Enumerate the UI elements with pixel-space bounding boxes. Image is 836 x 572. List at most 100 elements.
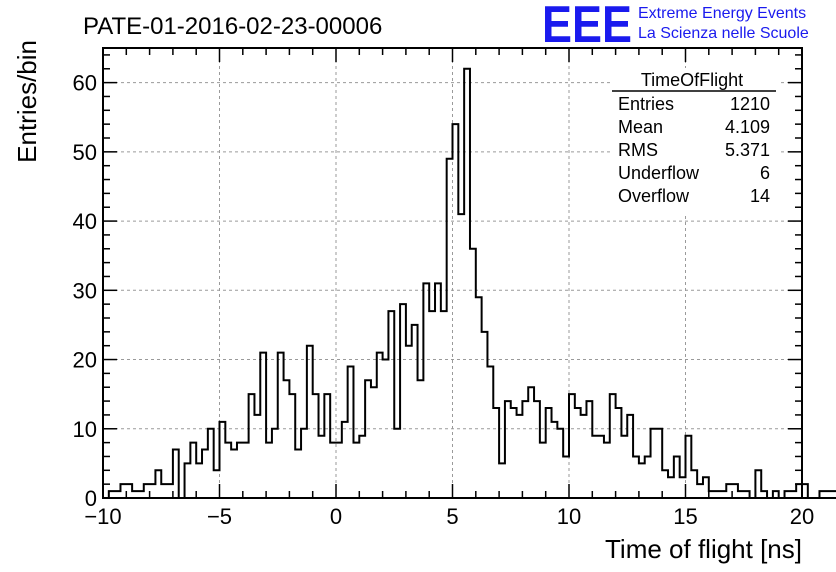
histogram-bin bbox=[825, 491, 831, 498]
histogram-bin bbox=[359, 436, 365, 498]
histogram-bin bbox=[254, 415, 260, 498]
histogram-bin bbox=[202, 450, 208, 498]
histogram-bin bbox=[755, 470, 761, 498]
x-tick-label: −10 bbox=[84, 504, 121, 529]
histogram-bin bbox=[720, 491, 726, 498]
x-tick-label: 20 bbox=[790, 504, 814, 529]
histogram-bin bbox=[604, 443, 610, 498]
histogram-bin bbox=[697, 484, 703, 498]
histogram-bin bbox=[231, 450, 237, 498]
histogram-bin bbox=[575, 408, 581, 498]
histogram-bin bbox=[144, 484, 150, 498]
histogram-bin bbox=[505, 401, 511, 498]
y-tick-label: 20 bbox=[73, 348, 97, 373]
histogram-bin bbox=[132, 491, 138, 498]
histogram-bin bbox=[540, 443, 546, 498]
histogram-bin bbox=[115, 491, 121, 498]
histogram-bin bbox=[208, 429, 214, 498]
histogram-bin bbox=[464, 69, 470, 498]
histogram-bin bbox=[482, 332, 488, 498]
histogram-bin bbox=[709, 491, 715, 498]
y-tick-label: 0 bbox=[85, 486, 97, 511]
histogram-bin bbox=[336, 443, 342, 498]
histogram-bin bbox=[761, 491, 767, 498]
stats-box-name: TimeOfFlight bbox=[641, 70, 743, 90]
stats-row-value: 1210 bbox=[730, 94, 770, 114]
histogram-bin bbox=[493, 408, 499, 498]
histogram-bin bbox=[220, 422, 226, 498]
histogram-bin bbox=[598, 436, 604, 498]
histogram-bin bbox=[581, 415, 587, 498]
y-tick-label: 40 bbox=[73, 209, 97, 234]
histogram-bin bbox=[785, 491, 791, 498]
histogram-bin bbox=[295, 450, 301, 498]
histogram-bin bbox=[126, 484, 132, 498]
axis-ticks bbox=[102, 48, 803, 499]
histogram-bin bbox=[563, 456, 569, 498]
histogram-bin bbox=[289, 394, 295, 498]
eee-logo-line1: Extreme Energy Events bbox=[638, 5, 806, 22]
histogram-bin bbox=[225, 443, 231, 498]
histogram-bin bbox=[418, 380, 424, 498]
histogram-bin bbox=[167, 484, 173, 498]
stats-rows: Entries 1210 Mean 4.109 RMS 5.371 Underflow 6 Ov… bbox=[618, 94, 770, 206]
stats-box-background bbox=[610, 68, 778, 214]
eee-logo: EEE Extreme Energy Events La Scienza nel… bbox=[542, 0, 809, 54]
histogram-bin bbox=[819, 491, 825, 498]
histogram-bin bbox=[645, 456, 651, 498]
histogram-bin bbox=[470, 249, 476, 498]
histogram-bin bbox=[744, 491, 750, 498]
histogram-bin bbox=[429, 311, 435, 498]
y-tick-label: 60 bbox=[73, 71, 97, 96]
histogram-bin bbox=[423, 283, 429, 498]
histogram-bin bbox=[394, 429, 400, 498]
histogram-bin bbox=[412, 325, 418, 498]
histogram-bin bbox=[715, 491, 721, 498]
x-axis-title: Time of flight [ns] bbox=[605, 534, 802, 564]
histogram-bin bbox=[301, 429, 307, 498]
histogram-bin bbox=[691, 470, 697, 498]
histogram-bin bbox=[651, 429, 657, 498]
histogram-bin bbox=[633, 456, 639, 498]
histogram-bin bbox=[120, 484, 126, 498]
eee-logo-line2: La Scienza nelle Scuole bbox=[638, 25, 809, 42]
histogram-bin bbox=[435, 283, 441, 498]
histogram-bin bbox=[400, 304, 406, 498]
histogram-bin bbox=[243, 443, 249, 498]
histogram-bin bbox=[499, 463, 505, 498]
histogram-bin bbox=[674, 456, 680, 498]
histogram-bin bbox=[249, 394, 255, 498]
histogram-bin bbox=[790, 491, 796, 498]
histogram-bin bbox=[348, 366, 354, 498]
stats-row-value: 14 bbox=[750, 186, 770, 206]
histogram-bin bbox=[155, 470, 161, 498]
histogram-bin bbox=[528, 387, 534, 498]
histogram-bin bbox=[680, 477, 686, 498]
x-tick-label: 0 bbox=[330, 504, 342, 529]
histogram-bin bbox=[476, 297, 482, 498]
histogram-bin bbox=[616, 408, 622, 498]
chart-title: PATE-01-2016-02-23-00006 bbox=[83, 13, 382, 40]
histogram-bin bbox=[831, 491, 836, 498]
histogram-bin bbox=[138, 491, 144, 498]
histogram-bin bbox=[552, 422, 558, 498]
histogram-bin bbox=[237, 443, 243, 498]
histogram-bin bbox=[639, 463, 645, 498]
x-tick-label: 15 bbox=[673, 504, 697, 529]
histogram-bin bbox=[668, 477, 674, 498]
histogram-bin bbox=[150, 484, 156, 498]
histogram-bin bbox=[773, 491, 779, 498]
histogram-bin bbox=[353, 443, 359, 498]
histogram-bin bbox=[307, 346, 313, 498]
y-tick-label: 10 bbox=[73, 417, 97, 442]
histogram-bin bbox=[173, 450, 179, 498]
histogram-bin bbox=[522, 401, 528, 498]
histogram-bin bbox=[662, 470, 668, 498]
x-tick-label: 10 bbox=[557, 504, 581, 529]
histogram-bin bbox=[266, 443, 272, 498]
histogram-bin bbox=[738, 491, 744, 498]
y-axis-title: Entries/bin bbox=[12, 40, 42, 163]
stats-row-label: Underflow bbox=[618, 163, 700, 183]
histogram-bin bbox=[272, 429, 278, 498]
